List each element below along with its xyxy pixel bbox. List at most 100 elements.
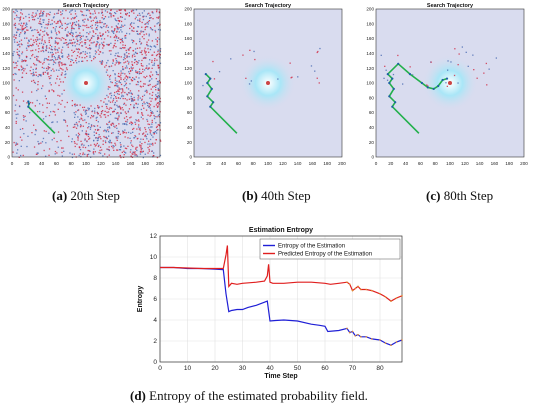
noise-dot xyxy=(98,129,100,131)
noise-dot xyxy=(119,47,121,49)
noise-dot xyxy=(36,99,38,102)
noise-dot xyxy=(133,107,136,109)
noise-dot xyxy=(115,52,117,55)
noise-particles xyxy=(12,9,162,159)
noise-dot xyxy=(41,66,43,69)
noise-dot xyxy=(108,141,110,143)
noise-dot xyxy=(457,82,459,84)
noise-dot xyxy=(37,39,39,41)
noise-dot xyxy=(89,137,91,139)
noise-dot xyxy=(44,41,46,44)
data-point xyxy=(365,288,368,291)
noise-dot xyxy=(40,10,42,12)
noise-dot xyxy=(61,74,63,76)
noise-dot xyxy=(22,68,24,70)
noise-dot xyxy=(54,42,56,44)
noise-dot xyxy=(71,23,74,26)
noise-dot xyxy=(119,82,122,84)
noise-dot xyxy=(86,154,89,156)
data-point xyxy=(351,330,354,333)
noise-dot xyxy=(101,27,103,29)
noise-dot xyxy=(97,105,99,107)
noise-dot xyxy=(63,37,65,40)
noise-dot xyxy=(16,31,18,33)
noise-dot xyxy=(73,112,75,114)
noise-dot xyxy=(15,62,17,64)
noise-dot xyxy=(100,116,102,118)
noise-dot xyxy=(60,39,62,41)
noise-dot xyxy=(95,144,97,146)
noise-dot xyxy=(39,20,41,22)
noise-dot xyxy=(151,40,153,42)
noise-dot xyxy=(41,36,44,38)
noise-dot xyxy=(33,73,35,76)
noise-dot xyxy=(135,16,137,18)
noise-dot xyxy=(120,56,122,58)
noise-dot xyxy=(37,56,39,58)
noise-dot xyxy=(48,132,50,134)
noise-dot xyxy=(101,60,103,62)
trajectory-point xyxy=(391,77,394,80)
noise-dot xyxy=(105,136,107,138)
noise-dot xyxy=(136,120,138,122)
noise-dot xyxy=(110,92,112,94)
noise-dot xyxy=(136,33,139,35)
trajectory-point xyxy=(206,95,209,98)
data-point xyxy=(379,339,381,341)
noise-dot xyxy=(56,43,59,45)
noise-dot xyxy=(65,39,67,41)
noise-dot xyxy=(135,148,137,150)
noise-dot xyxy=(95,51,98,53)
noise-dot xyxy=(150,112,153,114)
noise-dot xyxy=(483,72,485,74)
noise-dot xyxy=(116,30,118,32)
noise-dot xyxy=(88,107,90,110)
noise-dot xyxy=(87,153,90,155)
noise-dot xyxy=(145,33,148,35)
caption-c-label: (c) xyxy=(426,188,441,203)
noise-dot xyxy=(135,43,137,45)
noise-dot xyxy=(51,46,53,48)
noise-dot xyxy=(132,9,135,12)
noise-dot xyxy=(119,26,122,28)
noise-dot xyxy=(149,45,151,47)
noise-dot xyxy=(133,30,135,32)
noise-dot xyxy=(15,120,17,123)
noise-dot xyxy=(156,9,158,11)
noise-dot xyxy=(122,130,124,132)
noise-dot xyxy=(145,51,147,53)
noise-dot xyxy=(137,103,139,105)
noise-dot xyxy=(147,21,150,23)
noise-dot xyxy=(72,44,74,47)
noise-dot xyxy=(154,31,157,33)
noise-dot xyxy=(35,129,37,131)
data-point xyxy=(357,285,359,288)
noise-dot xyxy=(103,38,106,40)
trajectory-point xyxy=(27,100,30,103)
noise-dot xyxy=(150,71,152,73)
noise-dot xyxy=(71,25,73,27)
noise-dot xyxy=(101,105,103,108)
noise-dot xyxy=(84,39,86,41)
noise-dot xyxy=(104,153,106,155)
noise-dot xyxy=(88,138,90,140)
noise-dot xyxy=(16,28,19,30)
noise-dot xyxy=(87,127,89,129)
noise-dot xyxy=(97,112,99,115)
noise-dot xyxy=(134,151,136,153)
noise-dot xyxy=(58,69,60,71)
noise-dot xyxy=(84,138,86,140)
noise-dot xyxy=(141,147,143,150)
x-tick-label: 20 xyxy=(24,161,30,166)
y-tick-label: 100 xyxy=(184,81,192,86)
noise-dot xyxy=(149,104,152,106)
noise-dot xyxy=(153,131,156,133)
noise-dot xyxy=(114,142,116,144)
noise-dot xyxy=(84,119,86,121)
noise-dot xyxy=(59,25,62,28)
noise-dot xyxy=(71,9,73,11)
x-tick-label: 120 xyxy=(461,161,469,166)
noise-dot xyxy=(63,17,65,19)
noise-dot xyxy=(38,74,40,76)
noise-dot xyxy=(36,10,39,12)
